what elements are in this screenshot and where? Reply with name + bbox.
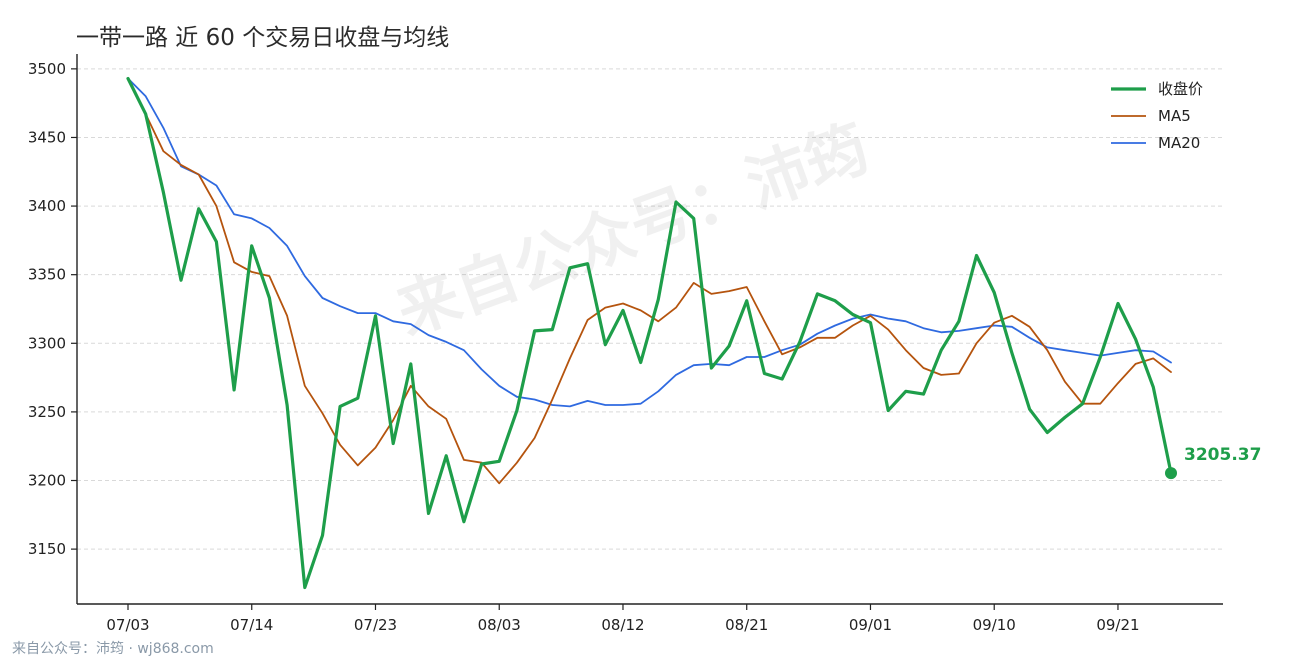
last-value-label: 3205.37 <box>1184 445 1261 465</box>
watermark-text: 来自公众号：沛筠 <box>387 111 878 349</box>
y-tick-label: 3300 <box>28 334 66 352</box>
legend-label: MA5 <box>1158 107 1191 125</box>
x-tick-label: 09/01 <box>849 616 892 634</box>
x-tick-label: 08/03 <box>478 616 521 634</box>
x-tick-label: 09/21 <box>1096 616 1139 634</box>
x-tick-label: 07/23 <box>354 616 397 634</box>
x-tick-label: 08/21 <box>725 616 768 634</box>
series-line-MA5 <box>127 77 1172 485</box>
y-tick-label: 3350 <box>28 266 66 284</box>
y-tick-label: 3450 <box>28 128 66 146</box>
last-value-marker <box>1165 467 1177 480</box>
chart-title: 一带一路 近 60 个交易日收盘与均线 <box>76 25 450 51</box>
series-line-MA20 <box>127 77 1172 408</box>
y-tick-label: 3250 <box>28 403 66 421</box>
legend-label: MA20 <box>1158 134 1200 152</box>
x-tick-label: 08/12 <box>601 616 644 634</box>
legend-label: 收盘价 <box>1158 80 1203 98</box>
series-line-收盘价 <box>126 76 1173 590</box>
grid-layer <box>77 68 1223 550</box>
y-tick-label: 3200 <box>28 472 66 490</box>
series-layer <box>126 76 1173 590</box>
x-tick-label: 09/10 <box>973 616 1016 634</box>
footer-source: 来自公众号：沛筠 · wj868.com <box>12 641 214 657</box>
y-tick-label: 3500 <box>28 60 66 78</box>
annotation-layer: 3205.37 <box>1165 445 1261 480</box>
y-tick-label: 3400 <box>28 197 66 215</box>
y-tick-label: 3150 <box>28 540 66 558</box>
x-tick-label: 07/14 <box>230 616 273 634</box>
x-tick-label: 07/03 <box>106 616 149 634</box>
legend: 收盘价 MA5 MA20 <box>1111 80 1203 152</box>
axes-layer: 3150 3200 3250 3300 3350 3400 3450 3500 07/03 07/… <box>28 54 1223 634</box>
